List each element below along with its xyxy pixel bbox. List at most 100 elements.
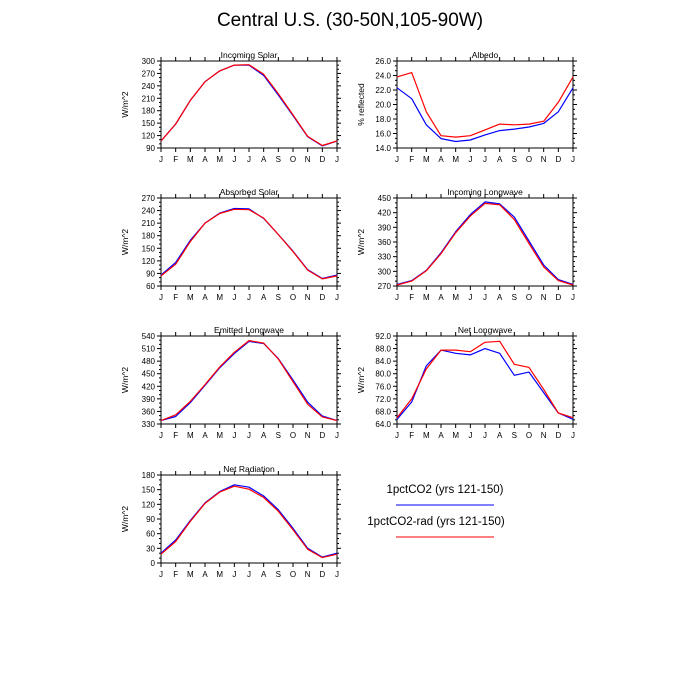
x-tick-label: J <box>468 293 472 302</box>
y-axis-label: W/m^2 <box>356 229 366 255</box>
series-line-0 <box>396 348 574 420</box>
series-line-0 <box>396 201 574 286</box>
x-tick-label: F <box>173 570 178 579</box>
series-line-1 <box>160 64 338 147</box>
y-tick-label: 180 <box>142 471 156 480</box>
x-tick-label: A <box>261 293 267 302</box>
x-tick-label: D <box>555 431 561 440</box>
x-tick-label: M <box>216 431 223 440</box>
y-tick-label: 360 <box>142 407 156 416</box>
x-tick-label: J <box>247 155 251 164</box>
x-tick-label: N <box>305 155 311 164</box>
y-tick-label: 480 <box>142 357 156 366</box>
x-tick-label: J <box>335 570 339 579</box>
y-tick-label: 22.0 <box>375 86 391 95</box>
x-tick-label: J <box>571 155 575 164</box>
y-tick-label: 300 <box>142 57 156 66</box>
y-tick-label: 72.0 <box>375 395 391 404</box>
x-tick-label: J <box>232 293 236 302</box>
x-tick-label: J <box>232 431 236 440</box>
x-tick-label: M <box>452 293 459 302</box>
series-line-1 <box>396 340 574 419</box>
x-tick-label: O <box>526 293 532 302</box>
x-tick-label: N <box>541 155 547 164</box>
y-tick-label: 30 <box>146 544 155 553</box>
y-tick-label: 120 <box>142 257 156 266</box>
series-line-1 <box>160 208 338 280</box>
y-tick-label: 270 <box>142 69 156 78</box>
x-tick-label: M <box>187 155 194 164</box>
x-tick-label: J <box>571 431 575 440</box>
x-tick-label: J <box>335 155 339 164</box>
x-tick-label: A <box>438 431 444 440</box>
y-tick-label: 390 <box>142 395 156 404</box>
x-tick-label: O <box>526 431 532 440</box>
x-tick-label: F <box>173 155 178 164</box>
x-tick-label: A <box>202 431 208 440</box>
x-tick-label: J <box>483 155 487 164</box>
x-tick-label: A <box>261 155 267 164</box>
y-tick-label: 270 <box>378 282 392 291</box>
x-tick-label: D <box>319 431 325 440</box>
legend-label-0: 1pctCO2 (yrs 121-150) <box>387 484 504 496</box>
x-tick-label: O <box>290 570 296 579</box>
y-axis-label: W/m^2 <box>120 91 130 117</box>
y-tick-label: 92.0 <box>375 332 391 341</box>
x-tick-label: O <box>526 155 532 164</box>
x-tick-label: J <box>247 293 251 302</box>
y-tick-label: 420 <box>378 209 392 218</box>
x-tick-label: D <box>319 293 325 302</box>
y-tick-label: 24.0 <box>375 72 391 81</box>
y-tick-label: 90 <box>146 144 155 153</box>
x-tick-label: F <box>173 293 178 302</box>
series-line-0 <box>396 87 574 143</box>
series-line-0 <box>160 484 338 558</box>
x-tick-label: A <box>261 431 267 440</box>
y-tick-label: 0 <box>151 559 156 568</box>
y-axis-label: W/m^2 <box>120 229 130 255</box>
series-line-0 <box>160 207 338 280</box>
y-tick-label: 510 <box>142 345 156 354</box>
x-tick-label: J <box>232 570 236 579</box>
x-tick-label: N <box>305 431 311 440</box>
plot-frame <box>160 335 338 425</box>
x-tick-label: S <box>512 431 517 440</box>
x-tick-label: J <box>483 293 487 302</box>
x-tick-label: J <box>395 431 399 440</box>
chart-title: Absorbed Solar <box>220 187 279 197</box>
y-tick-label: 60 <box>146 282 155 291</box>
x-tick-label: N <box>305 293 311 302</box>
x-tick-label: A <box>202 155 208 164</box>
y-tick-label: 360 <box>378 238 392 247</box>
x-tick-label: M <box>216 293 223 302</box>
x-tick-label: A <box>438 155 444 164</box>
y-axis-label: W/m^2 <box>120 506 130 532</box>
x-tick-label: A <box>261 570 267 579</box>
x-tick-label: M <box>423 293 430 302</box>
series-line-1 <box>396 71 574 138</box>
x-tick-label: J <box>395 293 399 302</box>
x-tick-label: M <box>216 155 223 164</box>
legend: 1pctCO2 (yrs 121-150) 1pctCO2-rad (yrs 12… <box>367 484 505 538</box>
chart-panel-2: Absorbed Solar W/m^2 60 90 120 150 180 210 240 27… <box>120 187 341 302</box>
x-tick-label: A <box>202 570 208 579</box>
x-tick-label: S <box>512 155 517 164</box>
y-tick-label: 450 <box>378 194 392 203</box>
x-tick-label: M <box>423 155 430 164</box>
x-tick-label: N <box>541 293 547 302</box>
y-tick-label: 240 <box>142 207 156 216</box>
x-tick-label: J <box>159 293 163 302</box>
y-tick-label: 180 <box>142 232 156 241</box>
y-tick-label: 390 <box>378 223 392 232</box>
y-tick-label: 80.0 <box>375 370 391 379</box>
y-tick-label: 120 <box>142 500 156 509</box>
x-tick-label: O <box>290 155 296 164</box>
x-tick-label: J <box>247 570 251 579</box>
x-tick-label: F <box>409 155 414 164</box>
x-tick-label: J <box>159 570 163 579</box>
y-tick-label: 18.0 <box>375 115 391 124</box>
x-tick-label: A <box>497 155 503 164</box>
y-axis-label: % reflected <box>356 83 366 126</box>
y-tick-label: 210 <box>142 219 156 228</box>
